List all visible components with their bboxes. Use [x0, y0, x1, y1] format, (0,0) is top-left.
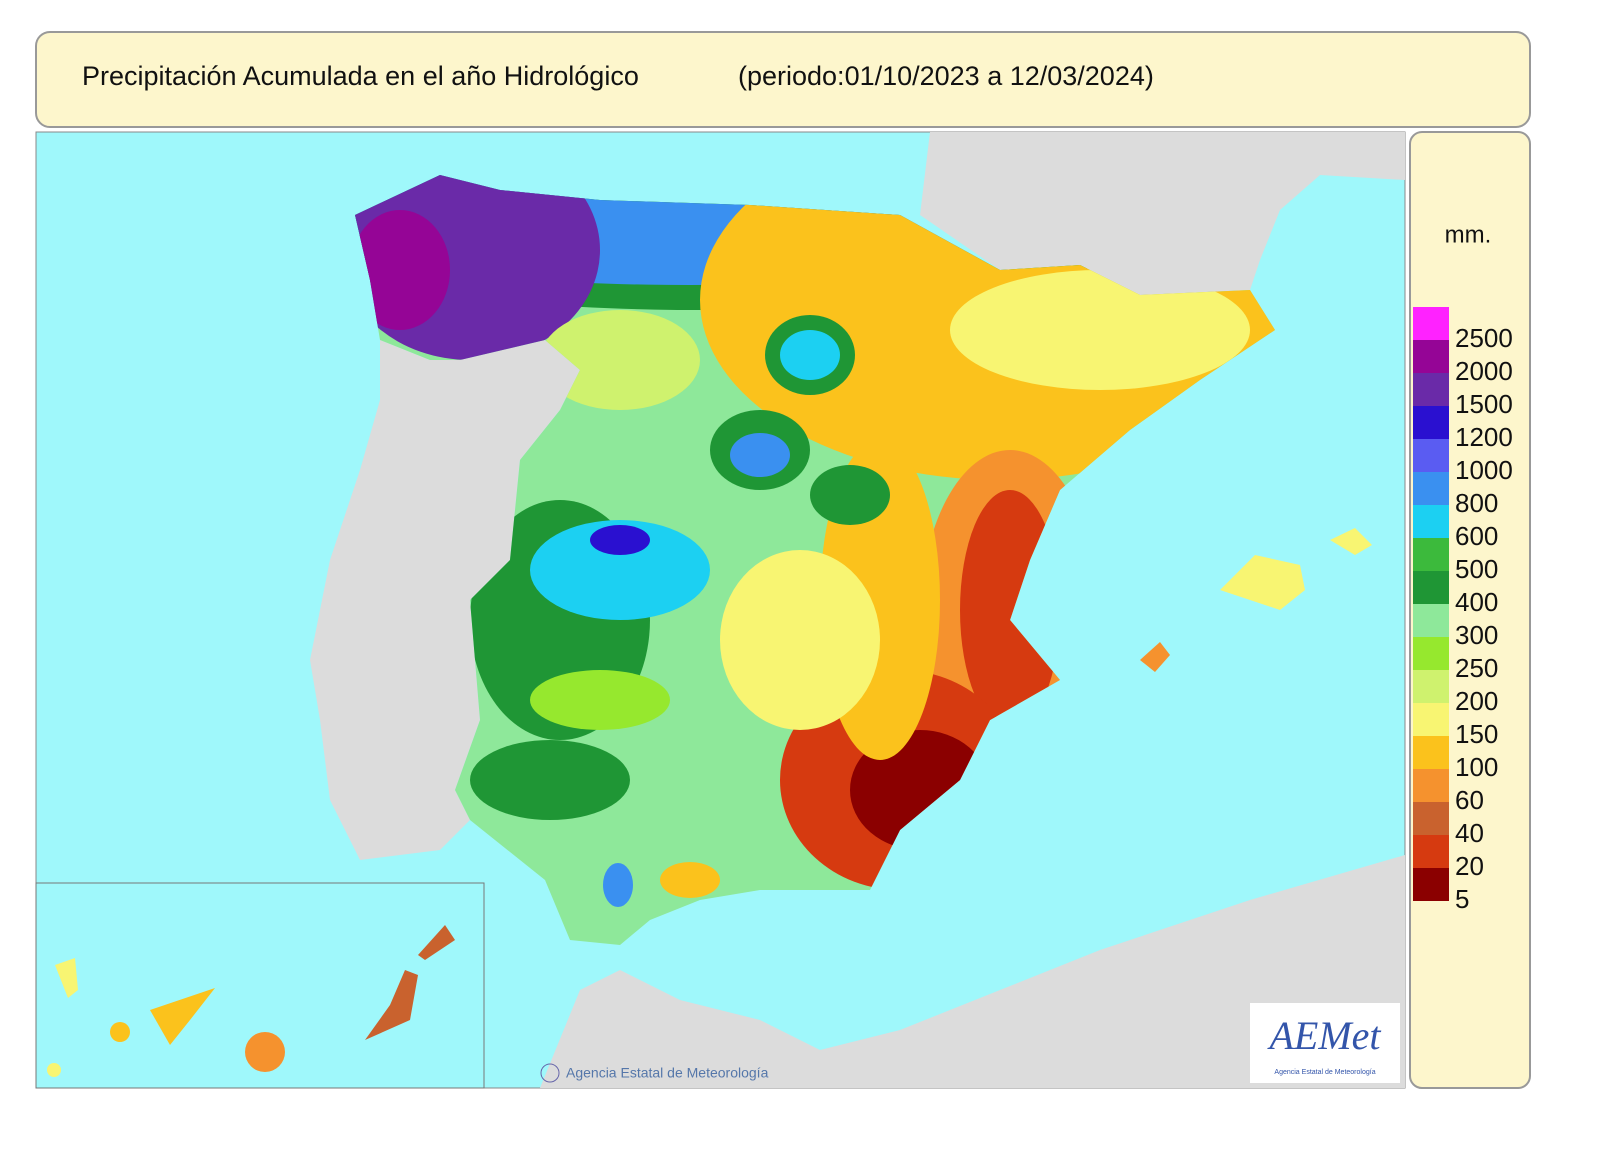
title-box — [35, 31, 1531, 128]
mallorca — [1220, 555, 1305, 610]
legend-label: 40 — [1455, 818, 1484, 848]
credit: Agencia Estatal de Meteorología — [566, 1065, 769, 1081]
africa — [540, 855, 1405, 1088]
title: Precipitación Acumulada en el año Hidrol… — [82, 61, 639, 91]
legend-swatch — [1413, 670, 1449, 703]
legend-swatch — [1413, 868, 1449, 901]
legend-label: 800 — [1455, 488, 1498, 518]
menorca — [1330, 528, 1372, 555]
legend-swatch — [1413, 802, 1449, 835]
legend-swatch — [1413, 571, 1449, 604]
legend-swatch — [1413, 307, 1449, 340]
legend-label: 20 — [1455, 851, 1484, 881]
legend-swatch — [1413, 769, 1449, 802]
fuerteventura — [365, 970, 418, 1040]
legend-label: 1500 — [1455, 389, 1513, 419]
legend-swatch — [1413, 406, 1449, 439]
lanzarote — [418, 925, 455, 960]
legend-swatch — [1413, 340, 1449, 373]
legend-label: 2000 — [1455, 356, 1513, 386]
el-hierro — [47, 1063, 61, 1077]
legend-swatch — [1413, 835, 1449, 868]
france — [920, 132, 1405, 295]
legend-swatch — [1413, 604, 1449, 637]
legend-label: 600 — [1455, 521, 1498, 551]
legend-label: 60 — [1455, 785, 1484, 815]
copyright-icon — [540, 1063, 560, 1083]
gran-canaria — [245, 1032, 285, 1072]
legend-label: 2500 — [1455, 323, 1513, 353]
legend-label: 100 — [1455, 752, 1498, 782]
legend-label: 500 — [1455, 554, 1498, 584]
legend-swatch — [1413, 439, 1449, 472]
legend-swatch — [1413, 736, 1449, 769]
legend-swatch — [1413, 505, 1449, 538]
logo: AEMet — [1266, 1013, 1381, 1058]
legend-swatch — [1413, 637, 1449, 670]
logo-box — [1250, 1003, 1400, 1083]
legend-swatch — [1413, 373, 1449, 406]
la-gomera — [110, 1022, 130, 1042]
legend-swatch — [1413, 538, 1449, 571]
period: (periodo:01/10/2023 a 12/03/2024) — [738, 61, 1154, 91]
legend: 2500200015001200100080060050040030025020… — [1413, 307, 1513, 914]
legend-swatch — [1413, 472, 1449, 505]
legend-unit: mm. — [1445, 221, 1492, 248]
legend-label: 250 — [1455, 653, 1498, 683]
legend-swatch — [1413, 703, 1449, 736]
ibiza — [1140, 642, 1170, 672]
logo-subtitle: Agencia Estatal de Meteorología — [1274, 1069, 1375, 1076]
la-palma — [55, 958, 78, 998]
legend-label: 1000 — [1455, 455, 1513, 485]
legend-label: 1200 — [1455, 422, 1513, 452]
legend-label: 5 — [1455, 884, 1469, 914]
portugal — [310, 340, 580, 860]
legend-label: 150 — [1455, 719, 1498, 749]
legend-label: 200 — [1455, 686, 1498, 716]
tenerife — [150, 988, 215, 1045]
legend-label: 300 — [1455, 620, 1498, 650]
legend-label: 400 — [1455, 587, 1498, 617]
